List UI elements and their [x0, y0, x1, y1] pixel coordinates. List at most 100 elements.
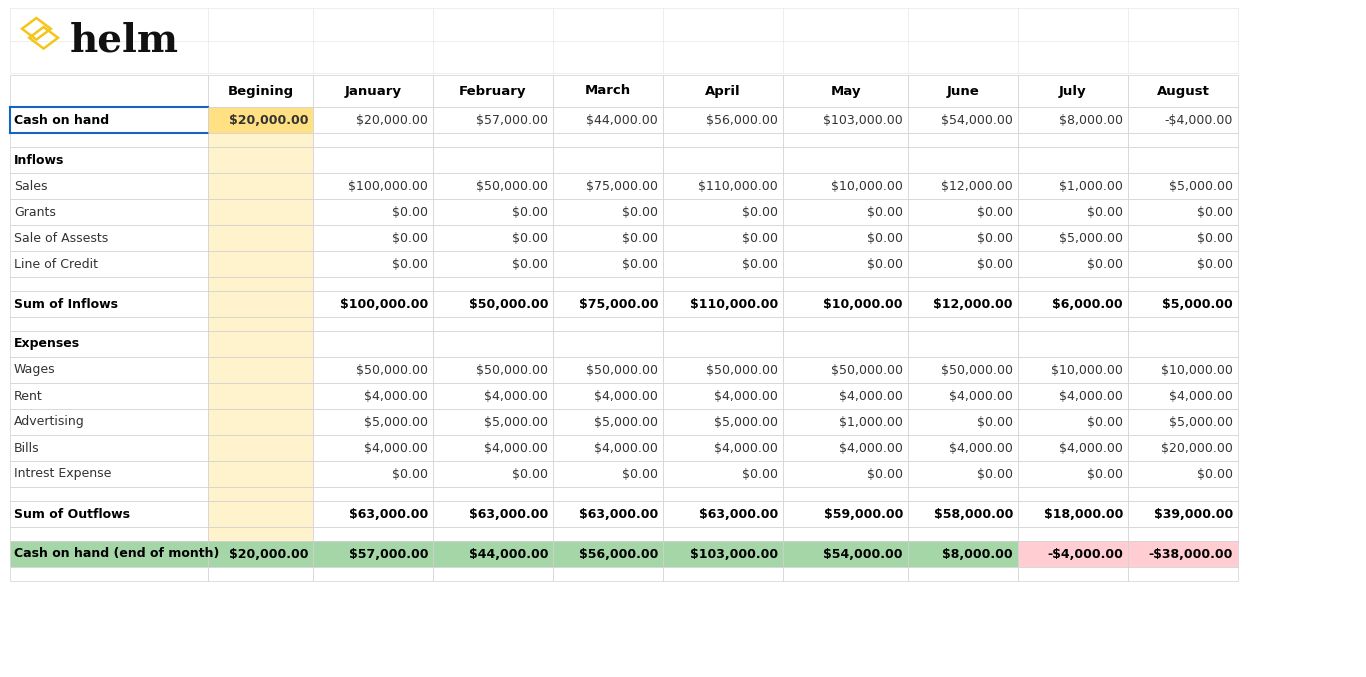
Text: $5,000.00: $5,000.00 [1059, 232, 1123, 244]
Bar [783, 173, 908, 199]
Bar [1128, 383, 1238, 409]
Text: $5,000.00: $5,000.00 [484, 416, 548, 429]
Bar [1018, 291, 1128, 317]
Bar [208, 199, 313, 225]
Bar [433, 461, 553, 487]
Bar [1128, 487, 1238, 501]
Bar [553, 357, 663, 383]
Bar [908, 199, 1018, 225]
Bar [663, 199, 783, 225]
Text: $100,000.00: $100,000.00 [348, 179, 428, 192]
Bar [663, 133, 783, 147]
Bar [208, 291, 313, 317]
Bar [1018, 435, 1128, 461]
Bar [1128, 291, 1238, 317]
Text: Intrest Expense: Intrest Expense [14, 468, 112, 481]
Text: $10,000.00: $10,000.00 [831, 179, 903, 192]
Text: $50,000.00: $50,000.00 [469, 297, 548, 311]
Text: $54,000.00: $54,000.00 [824, 548, 903, 561]
Bar [433, 75, 553, 107]
Bar [783, 409, 908, 435]
Bar [313, 291, 433, 317]
Text: $4,000.00: $4,000.00 [484, 441, 548, 454]
Bar [433, 435, 553, 461]
Text: $0.00: $0.00 [867, 468, 903, 481]
Bar [553, 133, 663, 147]
Bar [1018, 75, 1128, 107]
Bar [783, 383, 908, 409]
Bar [208, 331, 313, 357]
Text: $0.00: $0.00 [867, 257, 903, 271]
Bar [433, 225, 553, 251]
Bar [313, 383, 433, 409]
Bar [313, 501, 433, 527]
Text: $0.00: $0.00 [512, 468, 548, 481]
Bar [783, 487, 908, 501]
Bar [1018, 173, 1128, 199]
Text: Sum of Outflows: Sum of Outflows [14, 508, 130, 521]
Bar [783, 147, 908, 173]
Text: $20,000.00: $20,000.00 [228, 548, 307, 561]
Bar [313, 107, 433, 133]
Bar [1018, 527, 1128, 541]
Text: $4,000.00: $4,000.00 [839, 441, 903, 454]
Text: $103,000.00: $103,000.00 [690, 548, 779, 561]
Text: July: July [1059, 85, 1087, 97]
Bar [783, 541, 908, 567]
Text: $0.00: $0.00 [1087, 468, 1123, 481]
Bar [433, 147, 553, 173]
Bar [1018, 567, 1128, 581]
Bar [908, 527, 1018, 541]
Bar [553, 409, 663, 435]
Text: $56,000.00: $56,000.00 [706, 114, 779, 127]
Text: Grants: Grants [14, 206, 56, 219]
Text: $1,000.00: $1,000.00 [839, 416, 903, 429]
Text: $5,000.00: $5,000.00 [1162, 297, 1233, 311]
Bar [313, 173, 433, 199]
Bar [553, 199, 663, 225]
Text: $4,000.00: $4,000.00 [1169, 389, 1233, 403]
Bar [208, 383, 313, 409]
Text: Bills: Bills [14, 441, 40, 454]
Text: $0.00: $0.00 [742, 232, 779, 244]
Bar [783, 75, 908, 107]
Bar [553, 331, 663, 357]
Text: $110,000.00: $110,000.00 [690, 297, 779, 311]
Text: $0.00: $0.00 [622, 468, 658, 481]
Bar [313, 435, 433, 461]
Bar [433, 501, 553, 527]
Bar [1018, 251, 1128, 277]
Text: June: June [947, 85, 979, 97]
Text: Begining: Begining [227, 85, 294, 97]
Bar [208, 173, 313, 199]
Bar [10, 409, 208, 435]
Bar [908, 357, 1018, 383]
Bar [1018, 357, 1128, 383]
Bar [908, 461, 1018, 487]
Bar [10, 501, 208, 527]
Bar [1128, 251, 1238, 277]
Text: $4,000.00: $4,000.00 [484, 389, 548, 403]
Text: $20,000.00: $20,000.00 [228, 114, 307, 127]
Text: $50,000.00: $50,000.00 [357, 364, 428, 376]
Bar [663, 173, 783, 199]
Text: $0.00: $0.00 [1087, 257, 1123, 271]
Bar [10, 487, 208, 501]
Bar [783, 225, 908, 251]
Bar [1128, 409, 1238, 435]
Bar [10, 225, 208, 251]
Text: $0.00: $0.00 [392, 206, 428, 219]
Bar [10, 461, 208, 487]
Text: $57,000.00: $57,000.00 [475, 114, 548, 127]
Text: $5,000.00: $5,000.00 [363, 416, 428, 429]
Bar [553, 251, 663, 277]
Bar [208, 357, 313, 383]
Text: $1,000.00: $1,000.00 [1059, 179, 1123, 192]
Bar [208, 107, 313, 133]
Text: $0.00: $0.00 [742, 468, 779, 481]
Bar [208, 75, 313, 107]
Bar [663, 147, 783, 173]
Text: $75,000.00: $75,000.00 [586, 179, 658, 192]
Bar [1018, 383, 1128, 409]
Text: $20,000.00: $20,000.00 [357, 114, 428, 127]
